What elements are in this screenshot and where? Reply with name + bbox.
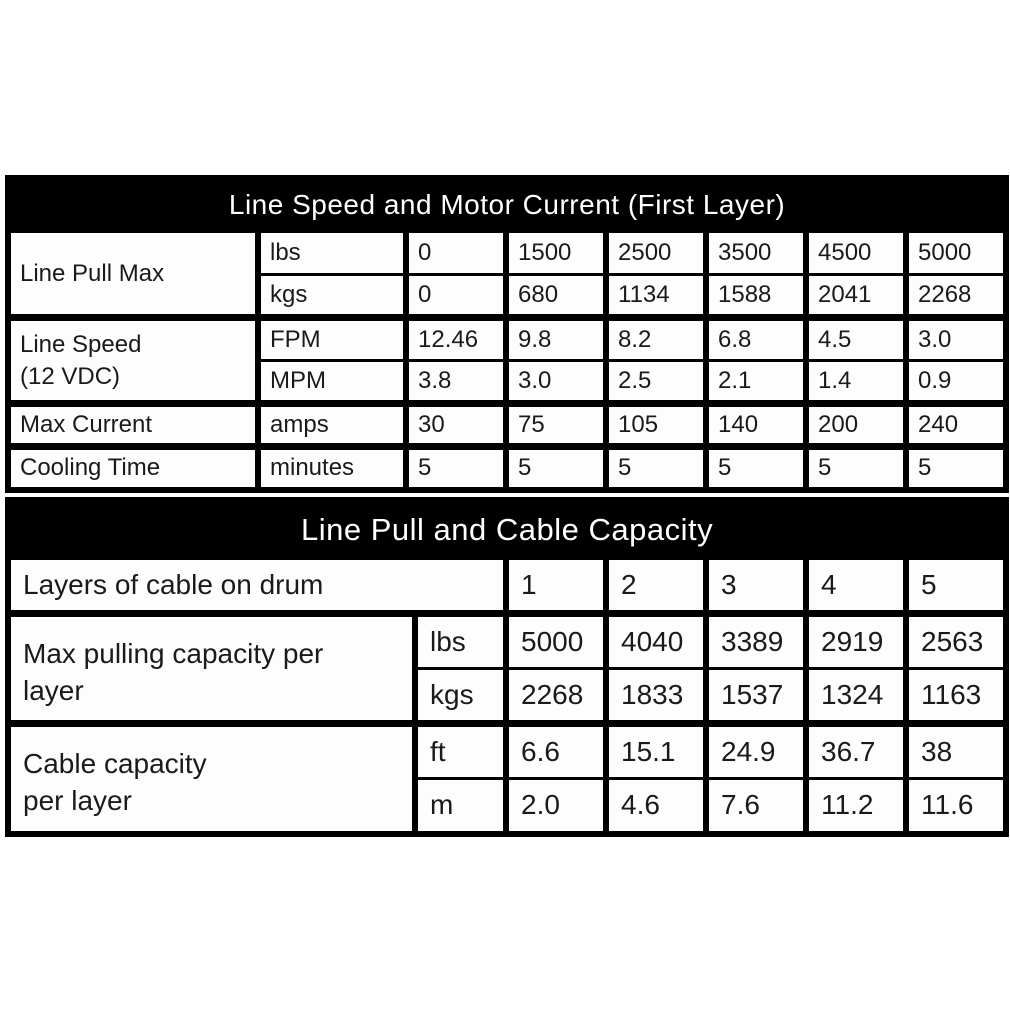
unit-mpm: MPM [255,359,409,405]
unit-lbs: lbs [255,230,409,276]
value-cell: 5 [902,443,1010,491]
row-label-max-current: Max Current [5,400,261,448]
unit-m: m [412,777,509,835]
unit-minutes: minutes [255,443,409,491]
value-cell: 3500 [703,230,809,276]
row-label-cooling-time: Cooling Time [5,443,261,491]
value-cell: 680 [503,273,609,319]
value-cell: 24.9 [703,720,809,780]
value-cell: 9.8 [503,314,609,362]
value-cell: 5000 [902,230,1010,276]
value-cell: 5 [403,443,509,491]
value-cell: 4040 [603,610,709,670]
value-cell: 1588 [703,273,809,319]
table-row: MPM 3.8 3.0 2.5 2.1 1.4 0.9 [8,359,1010,405]
value-cell: 5 [503,443,609,491]
value-cell: 30 [403,400,509,448]
line-pull-cable-capacity-table: Line Pull and Cable Capacity Layers of c… [4,497,1010,837]
value-cell: 140 [703,400,809,448]
value-cell: 1.4 [803,359,909,405]
table-row: Layers of cable on drum 1 2 3 4 5 [5,557,1010,615]
value-cell: 2268 [503,667,609,725]
value-cell: 2.0 [503,777,609,835]
table-row: Max Current amps 30 75 105 140 200 240 [5,400,1010,448]
table-row: Line Speed (12 VDC) FPM 12.46 9.8 8.2 6.… [5,314,1010,405]
unit-amps: amps [255,400,409,448]
value-cell: 4.6 [603,777,709,835]
value-cell: 105 [603,400,709,448]
value-cell: 1500 [503,230,609,276]
value-cell: 2563 [902,610,1010,670]
value-cell: 15.1 [603,720,709,780]
value-cell: 5000 [503,610,609,670]
value-cell: 6.8 [703,314,809,362]
line-speed-motor-current-table: Line Speed and Motor Current (First Laye… [4,175,1010,493]
value-cell: 2 [603,557,709,615]
value-cell: 5 [902,557,1010,615]
unit-kgs: kgs [255,273,409,319]
value-cell: 3.0 [902,314,1010,362]
value-cell: 0.9 [902,359,1010,405]
table-row: kgs 2268 1833 1537 1324 1163 [8,667,1010,725]
value-cell: 1833 [603,667,709,725]
value-cell: 5 [703,443,809,491]
value-cell: 8.2 [603,314,709,362]
value-cell: 2919 [803,610,909,670]
row-label-max-pulling-capacity: Max pulling capacity per layer [5,610,418,725]
unit-ft: ft [412,720,509,780]
value-cell: 7.6 [703,777,809,835]
value-cell: 3.8 [403,359,509,405]
table-row: kgs 0 680 1134 1588 2041 2268 [8,273,1010,319]
table1-title-row: Line Speed and Motor Current (First Laye… [4,176,1010,233]
value-cell: 1134 [603,273,709,319]
table-row: Cable capacity per layer ft 6.6 15.1 24.… [5,720,1010,835]
table-row: m 2.0 4.6 7.6 11.2 11.6 [8,777,1010,835]
value-cell: 5 [803,443,909,491]
value-cell: 12.46 [403,314,509,362]
table-row: Line Pull Max lbs 0 1500 2500 3500 4500 … [5,230,1010,319]
unit-fpm: FPM [255,314,409,362]
row-label-line-pull-max: Line Pull Max [5,230,261,319]
value-cell: 6.6 [503,720,609,780]
value-cell: 4500 [803,230,909,276]
value-cell: 5 [603,443,709,491]
unit-lbs: lbs [412,610,509,670]
row-label-cable-capacity: Cable capacity per layer [5,720,418,835]
value-cell: 1537 [703,667,809,725]
value-cell: 2500 [603,230,709,276]
value-cell: 240 [902,400,1010,448]
value-cell: 2268 [902,273,1010,319]
value-cell: 3389 [703,610,809,670]
value-cell: 2.5 [603,359,709,405]
table2-title: Line Pull and Cable Capacity [4,498,1010,560]
table-row: Max pulling capacity per layer lbs 5000 … [5,610,1010,725]
value-cell: 2.1 [703,359,809,405]
table-row: Cooling Time minutes 5 5 5 5 5 5 [5,443,1010,491]
value-cell: 3 [703,557,809,615]
row-label-layers-of-cable: Layers of cable on drum [5,557,509,615]
unit-kgs: kgs [412,667,509,725]
value-cell: 38 [902,720,1010,780]
value-cell: 4 [803,557,909,615]
table2-title-row: Line Pull and Cable Capacity [4,498,1010,560]
row-label-line-speed: Line Speed (12 VDC) [5,314,261,405]
value-cell: 3.0 [503,359,609,405]
value-cell: 0 [403,273,509,319]
value-cell: 200 [803,400,909,448]
value-cell: 36.7 [803,720,909,780]
value-cell: 1163 [902,667,1010,725]
value-cell: 4.5 [803,314,909,362]
value-cell: 0 [403,230,509,276]
value-cell: 1324 [803,667,909,725]
value-cell: 11.6 [902,777,1010,835]
value-cell: 75 [503,400,609,448]
value-cell: 2041 [803,273,909,319]
value-cell: 1 [503,557,609,615]
table1-title: Line Speed and Motor Current (First Laye… [4,176,1010,233]
value-cell: 11.2 [803,777,909,835]
